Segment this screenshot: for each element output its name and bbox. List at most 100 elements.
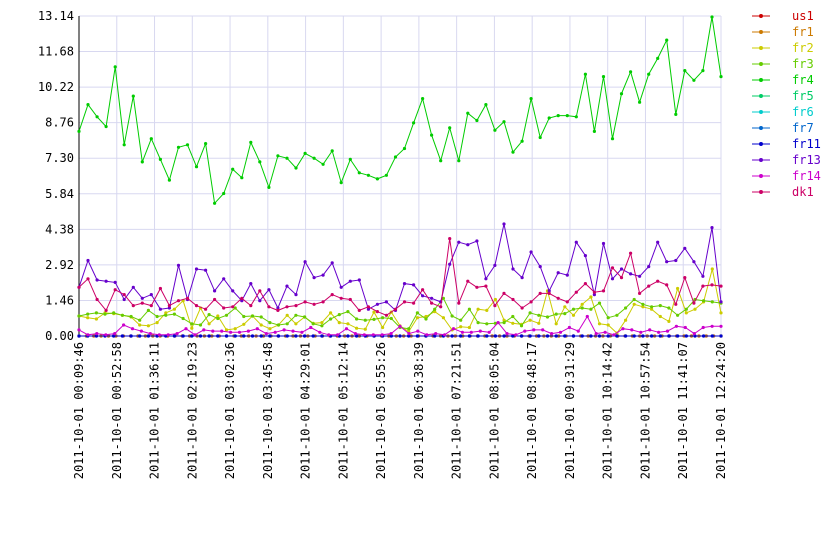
data-point-fr11 xyxy=(120,334,124,338)
data-point-fr14 xyxy=(86,333,90,337)
data-point-fr2 xyxy=(459,325,463,329)
data-point-fr13 xyxy=(402,282,407,286)
data-point-fr4 xyxy=(502,120,506,124)
data-point-dk1 xyxy=(574,290,578,294)
x-tick-label: 2011-10-01 01:36:11 xyxy=(148,342,162,479)
data-point-fr4 xyxy=(167,178,171,182)
legend-item-fr13: fr13 xyxy=(752,153,821,167)
data-point-fr2 xyxy=(346,322,350,326)
data-point-fr11 xyxy=(615,334,619,338)
y-tick-label: 2.92 xyxy=(45,258,74,272)
data-point-fr11 xyxy=(493,334,497,338)
data-point-fr11 xyxy=(242,334,246,338)
data-point-fr4 xyxy=(583,72,588,76)
data-point-fr11 xyxy=(355,334,359,338)
data-point-fr3 xyxy=(363,318,367,322)
data-point-fr11 xyxy=(398,334,402,338)
data-point-dk1 xyxy=(348,297,352,302)
data-point-fr4 xyxy=(475,118,479,123)
data-point-fr3 xyxy=(242,314,246,319)
data-point-fr11 xyxy=(597,334,602,338)
series-line-fr13 xyxy=(78,223,722,312)
data-point-fr11 xyxy=(658,334,662,338)
data-point-dk1 xyxy=(249,304,253,308)
data-point-dk1 xyxy=(638,291,642,295)
data-point-fr2 xyxy=(658,314,662,319)
data-point-fr13 xyxy=(158,307,162,311)
data-point-fr13 xyxy=(321,273,325,277)
legend-label: fr5 xyxy=(792,89,814,103)
data-point-fr4 xyxy=(710,15,714,19)
data-point-fr2 xyxy=(589,295,593,299)
data-point-fr2 xyxy=(294,322,298,326)
data-point-fr4 xyxy=(656,56,660,61)
data-point-fr4 xyxy=(276,154,280,158)
data-point-fr3 xyxy=(320,324,324,328)
data-point-fr3 xyxy=(329,317,333,321)
data-point-fr3 xyxy=(563,312,567,316)
data-point-dk1 xyxy=(176,299,181,303)
data-point-fr2 xyxy=(155,321,159,325)
data-point-fr11 xyxy=(519,334,524,338)
data-point-dk1 xyxy=(493,304,497,308)
data-point-dk1 xyxy=(113,288,117,292)
data-point-fr11 xyxy=(467,334,471,338)
data-point-fr13 xyxy=(348,279,352,283)
data-point-fr14 xyxy=(291,329,295,333)
data-point-fr11 xyxy=(94,334,98,338)
data-point-fr11 xyxy=(693,334,697,338)
legend-label: fr7 xyxy=(792,121,814,135)
data-point-fr14 xyxy=(674,324,679,328)
data-point-fr4 xyxy=(285,156,289,160)
data-point-dk1 xyxy=(204,307,208,311)
data-point-dk1 xyxy=(701,284,705,288)
data-point-dk1 xyxy=(167,304,171,308)
data-point-dk1 xyxy=(629,251,633,255)
data-point-dk1 xyxy=(692,301,696,305)
data-point-fr3 xyxy=(198,323,203,327)
data-point-fr3 xyxy=(216,316,220,321)
data-point-fr4 xyxy=(339,181,343,185)
data-point-fr2 xyxy=(337,321,341,325)
data-point-fr11 xyxy=(250,334,255,338)
data-point-fr4 xyxy=(366,173,370,177)
data-point-dk1 xyxy=(185,296,190,300)
data-point-fr4 xyxy=(719,75,723,79)
data-point-fr3 xyxy=(372,317,376,321)
data-point-fr3 xyxy=(658,304,662,308)
data-point-fr4 xyxy=(176,145,181,149)
data-point-fr4 xyxy=(149,137,153,141)
data-point-fr13 xyxy=(113,280,117,284)
data-point-fr2 xyxy=(719,311,723,315)
data-point-fr14 xyxy=(469,330,473,334)
data-point-dk1 xyxy=(710,283,714,287)
data-point-fr11 xyxy=(415,334,419,338)
data-point-fr11 xyxy=(285,334,289,338)
data-point-fr13 xyxy=(719,300,723,304)
data-point-fr13 xyxy=(357,278,361,282)
data-point-fr4 xyxy=(393,155,398,159)
data-point-fr2 xyxy=(580,302,584,306)
data-point-fr2 xyxy=(624,318,628,322)
data-point-fr3 xyxy=(77,314,81,318)
data-point-fr11 xyxy=(545,334,550,338)
data-point-fr4 xyxy=(357,171,361,175)
data-point-fr13 xyxy=(339,285,343,289)
data-point-fr2 xyxy=(146,324,150,328)
data-point-fr2 xyxy=(511,321,515,325)
data-point-fr4 xyxy=(511,150,515,154)
data-point-fr2 xyxy=(684,311,688,315)
data-point-fr11 xyxy=(233,334,237,338)
data-point-fr14 xyxy=(389,332,393,336)
data-point-fr14 xyxy=(264,332,268,336)
x-tick-label: 2011-10-01 05:55:26 xyxy=(374,342,388,479)
data-point-fr3 xyxy=(467,307,471,311)
data-point-fr2 xyxy=(415,316,419,320)
data-point-fr3 xyxy=(172,312,176,316)
data-point-dk1 xyxy=(149,304,153,308)
data-point-fr3 xyxy=(407,327,411,331)
y-tick-label: 11.68 xyxy=(38,45,74,59)
data-point-fr4 xyxy=(412,121,416,125)
legend-swatch-dot xyxy=(759,190,763,194)
data-point-fr3 xyxy=(138,318,142,322)
